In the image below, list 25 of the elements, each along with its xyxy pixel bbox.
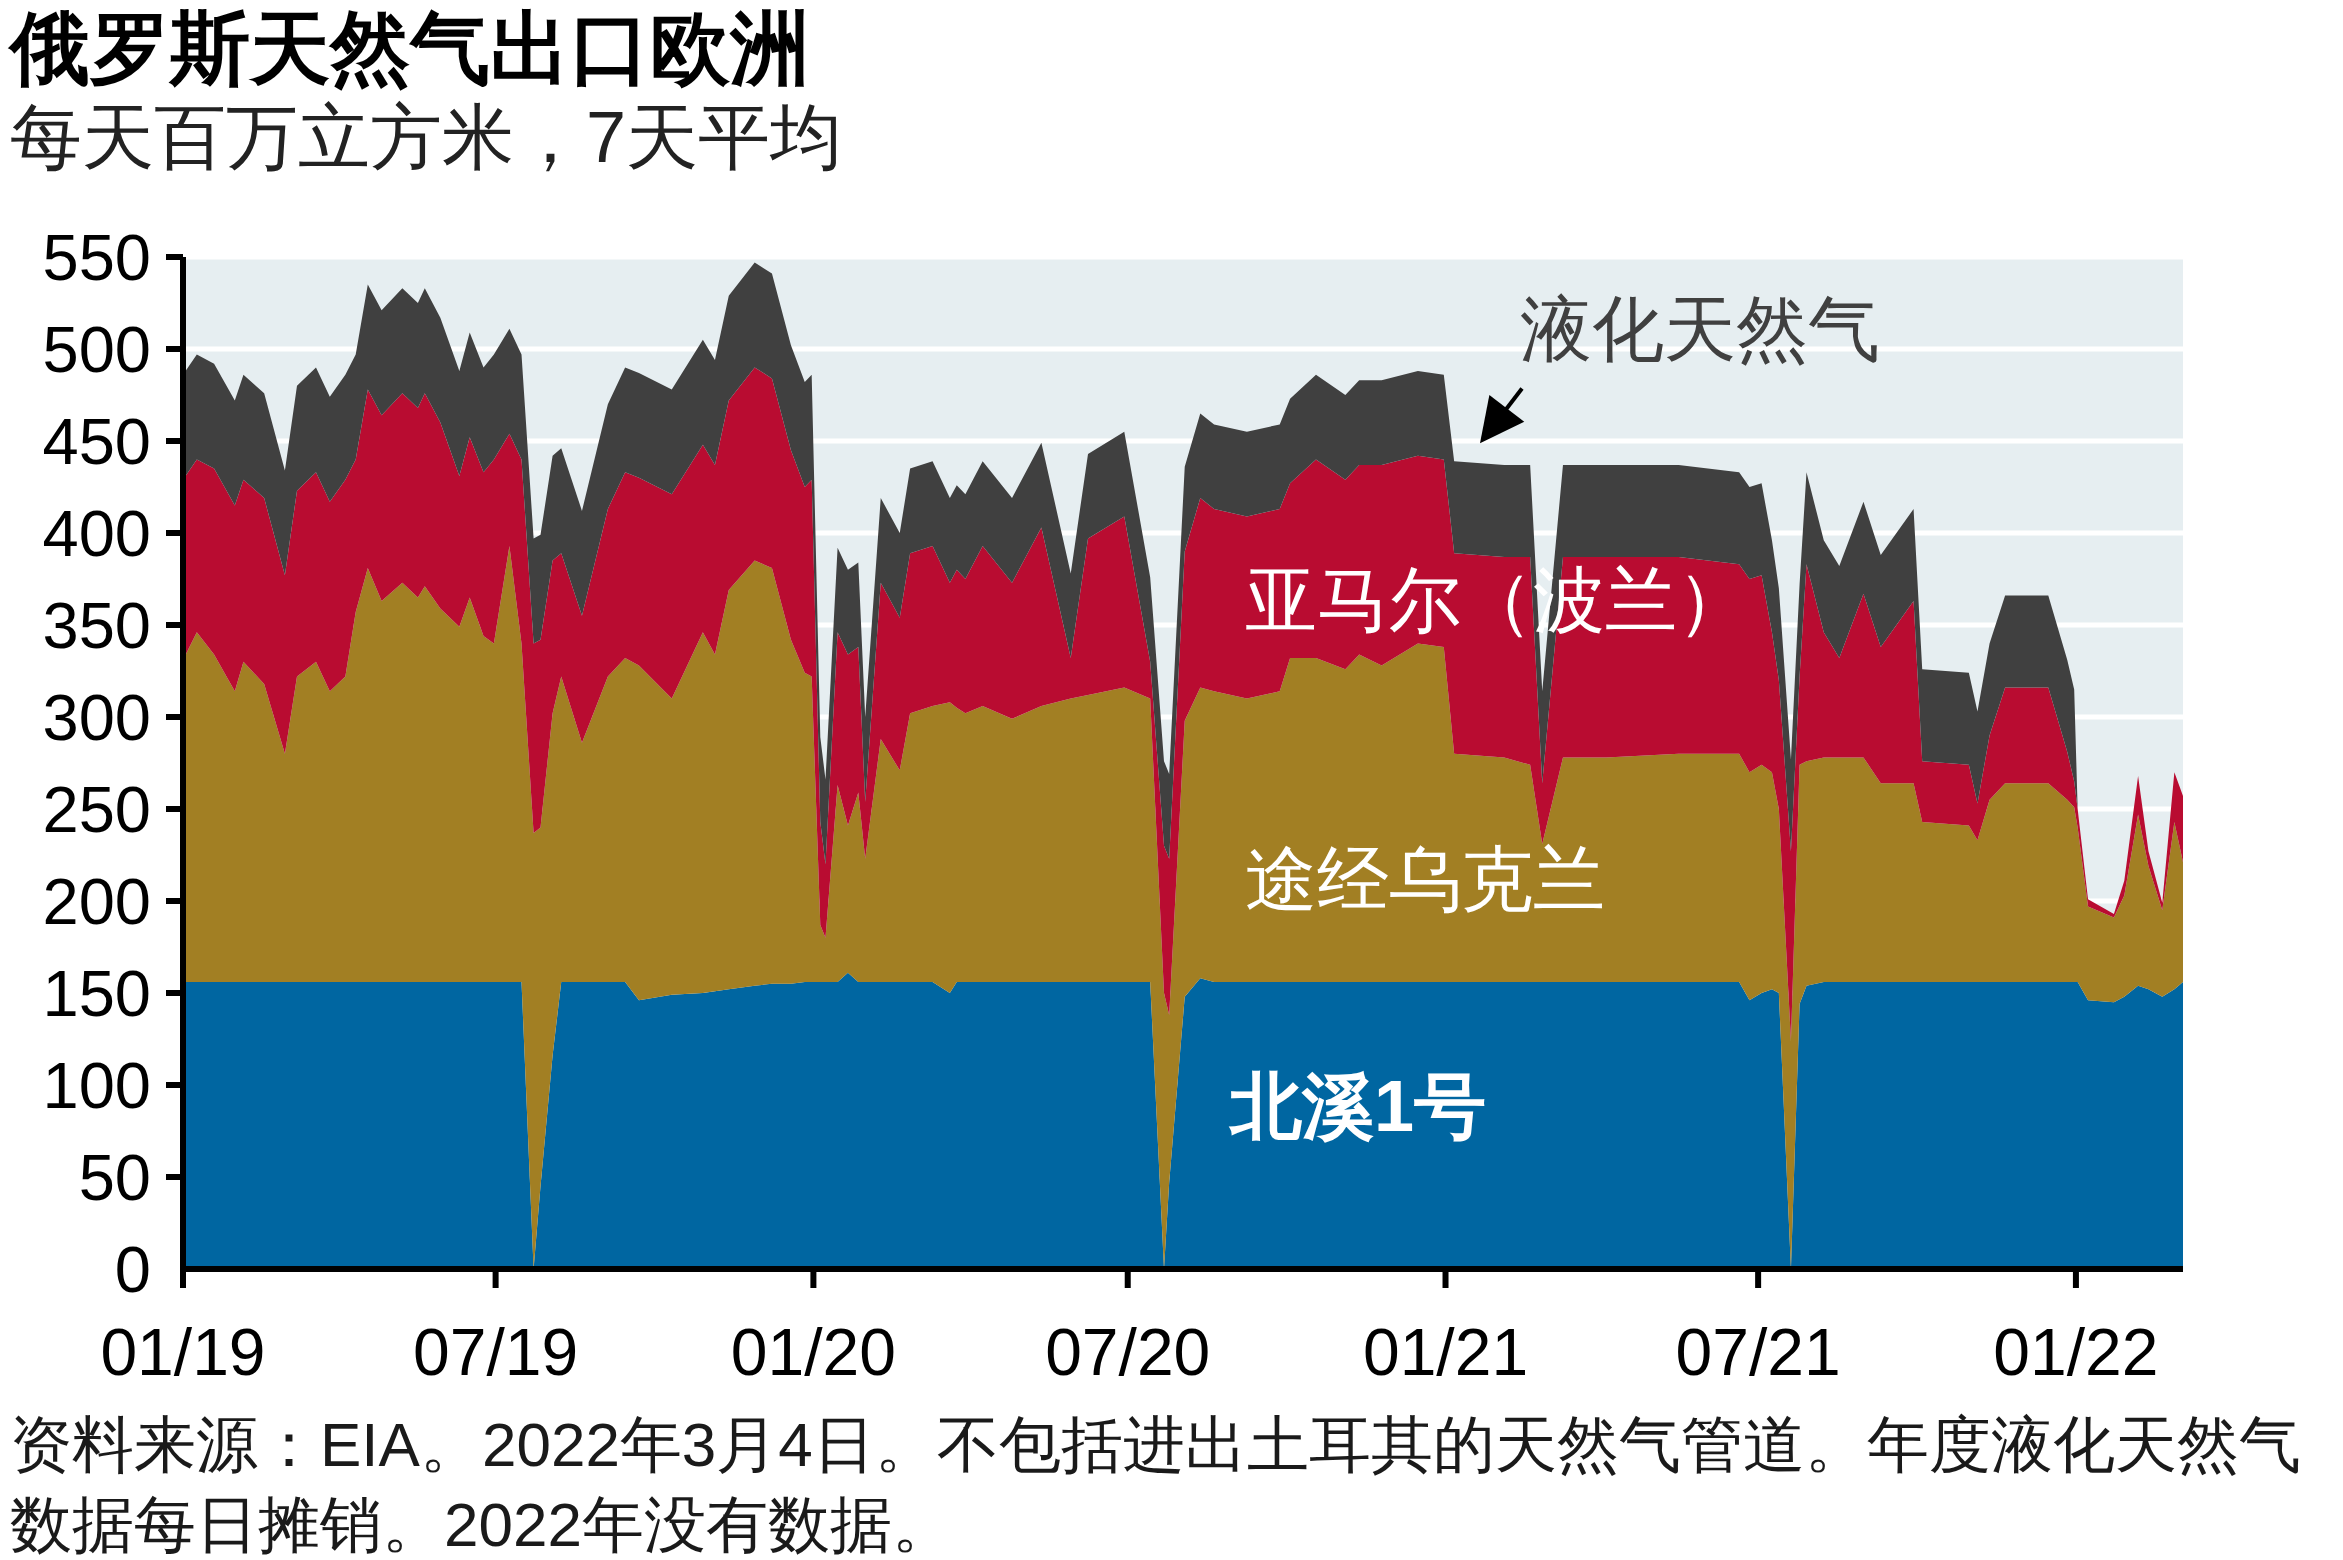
series-label: 途经乌克兰 [1245,838,1605,919]
x-tick-label: 01/19 [100,1315,266,1389]
x-tick-label: 07/20 [1045,1315,1211,1389]
y-tick-label: 550 [42,220,151,294]
text: 资料来源：EIA。2022年3月4日。不包括进出土耳其的天然气管道。年度液化天然气数据每日摊销。2022年没有数据。 [10,1410,2301,1559]
y-tick-label: 100 [42,1048,151,1122]
x-tick-label: 01/21 [1362,1315,1529,1389]
chart-title: 俄罗斯天然气出口欧洲 [7,4,810,93]
chart-subtitle: 每天百万立方米，7天平均 [10,97,843,177]
y-tick-label: 350 [42,588,151,662]
y-tick-label: 0 [114,1232,151,1306]
x-tick-label: 01/22 [1993,1315,2159,1389]
y-tick-label: 200 [42,864,151,938]
series-label: 北溪1号 [1228,1066,1487,1147]
y-tick-label: 50 [78,1140,151,1214]
series-label: 液化天然气 [1520,289,1880,370]
y-tick-label: 150 [42,956,151,1030]
y-tick-label: 250 [42,772,151,846]
y-tick-label: 450 [42,404,151,478]
y-tick-label: 300 [42,680,151,754]
x-tick-label: 01/20 [730,1315,896,1389]
y-tick-label: 500 [42,312,151,386]
x-tick-label: 07/19 [413,1315,579,1389]
x-tick-label: 07/21 [1675,1315,1841,1389]
y-tick-label: 400 [42,496,151,570]
